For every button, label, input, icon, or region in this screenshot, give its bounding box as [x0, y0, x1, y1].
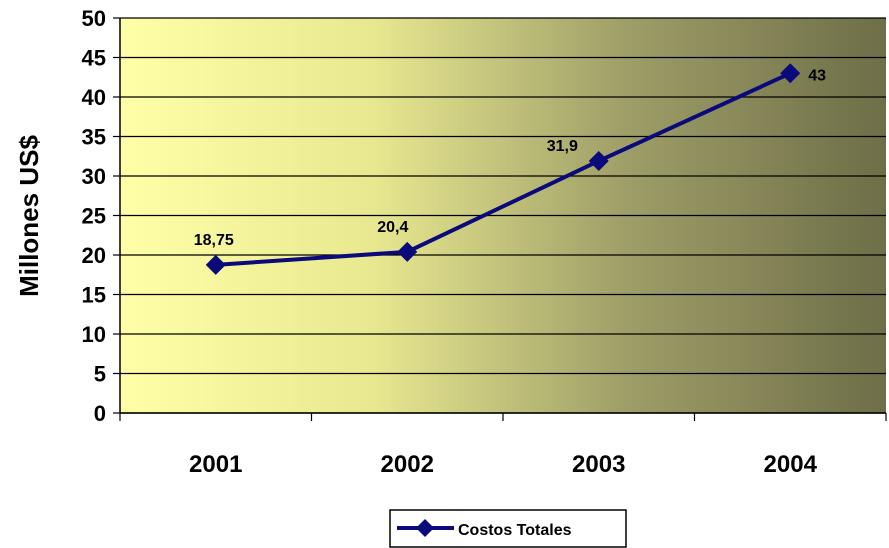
x-tick-label: 2003 [572, 451, 625, 478]
y-tick-label: 40 [82, 85, 106, 110]
x-tick-label: 2001 [189, 451, 242, 478]
data-label: 18,75 [194, 232, 234, 249]
x-tick-label: 2002 [381, 451, 434, 478]
y-tick-label: 35 [82, 125, 106, 150]
data-point-marker [397, 241, 418, 262]
y-tick-label: 10 [82, 322, 106, 347]
y-tick-label: 20 [82, 243, 106, 268]
data-label: 31,9 [547, 138, 578, 155]
y-tick-label: 15 [82, 283, 106, 308]
gridlines [120, 17, 886, 414]
y-tick-label: 0 [94, 401, 106, 426]
y-tick-label: 45 [82, 46, 106, 71]
data-point-marker [780, 63, 801, 84]
y-tick-label: 30 [82, 164, 106, 189]
y-axis-ticks: 0 5 10 15 20 25 30 35 40 45 50 [82, 6, 120, 426]
data-label: 20,4 [377, 219, 408, 236]
legend: Costos Totales [389, 509, 627, 548]
series-line-costos-totales [215, 71, 792, 267]
y-tick-label: 5 [94, 362, 106, 387]
legend-diamond-icon [416, 519, 434, 537]
y-axis-title: Millones US$ [14, 135, 44, 297]
x-tick-label: 2004 [764, 451, 818, 478]
x-axis-ticks: 2001 2002 2003 2004 [119, 413, 887, 478]
legend-label: Costos Totales [458, 522, 572, 539]
data-label: 43 [808, 67, 826, 84]
y-tick-label: 25 [82, 204, 106, 229]
y-tick-label: 50 [82, 6, 106, 31]
data-labels: 18,75 20,4 31,9 43 [194, 67, 826, 249]
data-point-marker [588, 150, 609, 171]
data-point-marker [205, 254, 226, 275]
series-markers [205, 63, 801, 275]
